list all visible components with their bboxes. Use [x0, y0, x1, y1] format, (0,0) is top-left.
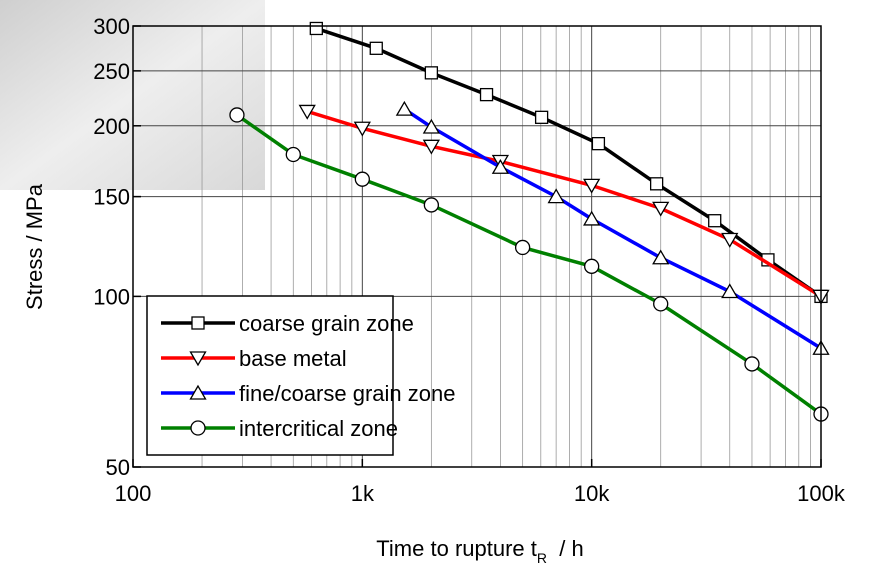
x-label-subscript: R: [537, 550, 547, 566]
y-tick-label: 50: [106, 455, 130, 480]
marker: [423, 197, 440, 213]
marker: [491, 158, 510, 174]
marker: [353, 121, 371, 137]
marker: [189, 351, 207, 367]
marker: [583, 210, 601, 226]
marker: [534, 110, 549, 124]
series-line: [306, 109, 822, 298]
marker: [395, 100, 413, 116]
plot-frame: [132, 25, 822, 468]
marker: [354, 171, 370, 187]
marker: [708, 214, 722, 228]
marker: [653, 296, 669, 312]
marker: [479, 87, 494, 102]
marker: [298, 104, 316, 120]
marker: [744, 356, 760, 372]
marker: [422, 139, 440, 155]
x-tick-label: 100: [115, 481, 152, 506]
marker: [189, 384, 207, 400]
x-label-suffix: / h: [547, 536, 584, 561]
legend-label: coarse grain zone: [239, 311, 414, 336]
marker: [591, 137, 606, 151]
marker: [309, 21, 323, 36]
y-tick-label: 300: [93, 14, 130, 39]
marker: [649, 177, 664, 191]
legend-label: fine/coarse grain zone: [239, 381, 455, 406]
marker: [285, 146, 301, 163]
legend: coarse grain zone base metal fine/coarse g…: [146, 295, 455, 456]
y-tick-label: 100: [93, 284, 130, 309]
marker: [369, 41, 383, 55]
marker: [652, 201, 670, 217]
x-tick-label: 1k: [351, 481, 375, 506]
marker: [547, 188, 565, 204]
y-axis-label: Stress / MPa: [22, 183, 47, 310]
plot: [229, 21, 830, 422]
marker: [721, 232, 739, 248]
marker: [191, 316, 205, 330]
y-tick-label: 250: [93, 59, 130, 84]
marker: [514, 239, 531, 256]
marker: [422, 118, 440, 134]
legend-label: base metal: [239, 346, 347, 371]
y-tick-label: 150: [93, 185, 130, 210]
x-axis-label: Time to rupture tR / h: [376, 536, 583, 566]
x-label-main: Time to rupture t: [376, 536, 537, 561]
marker: [190, 420, 206, 436]
marker: [229, 107, 245, 123]
marker: [584, 258, 600, 274]
legend-label: intercritical zone: [239, 416, 398, 441]
x-tick-label: 10k: [574, 481, 610, 506]
marker: [424, 66, 439, 80]
y-tick-label: 200: [93, 114, 130, 139]
series-line: [403, 107, 822, 350]
marker: [721, 283, 739, 299]
x-tick-label: 100k: [797, 481, 846, 506]
series-line: [315, 26, 822, 298]
marker: [652, 249, 670, 265]
marker: [583, 178, 601, 194]
